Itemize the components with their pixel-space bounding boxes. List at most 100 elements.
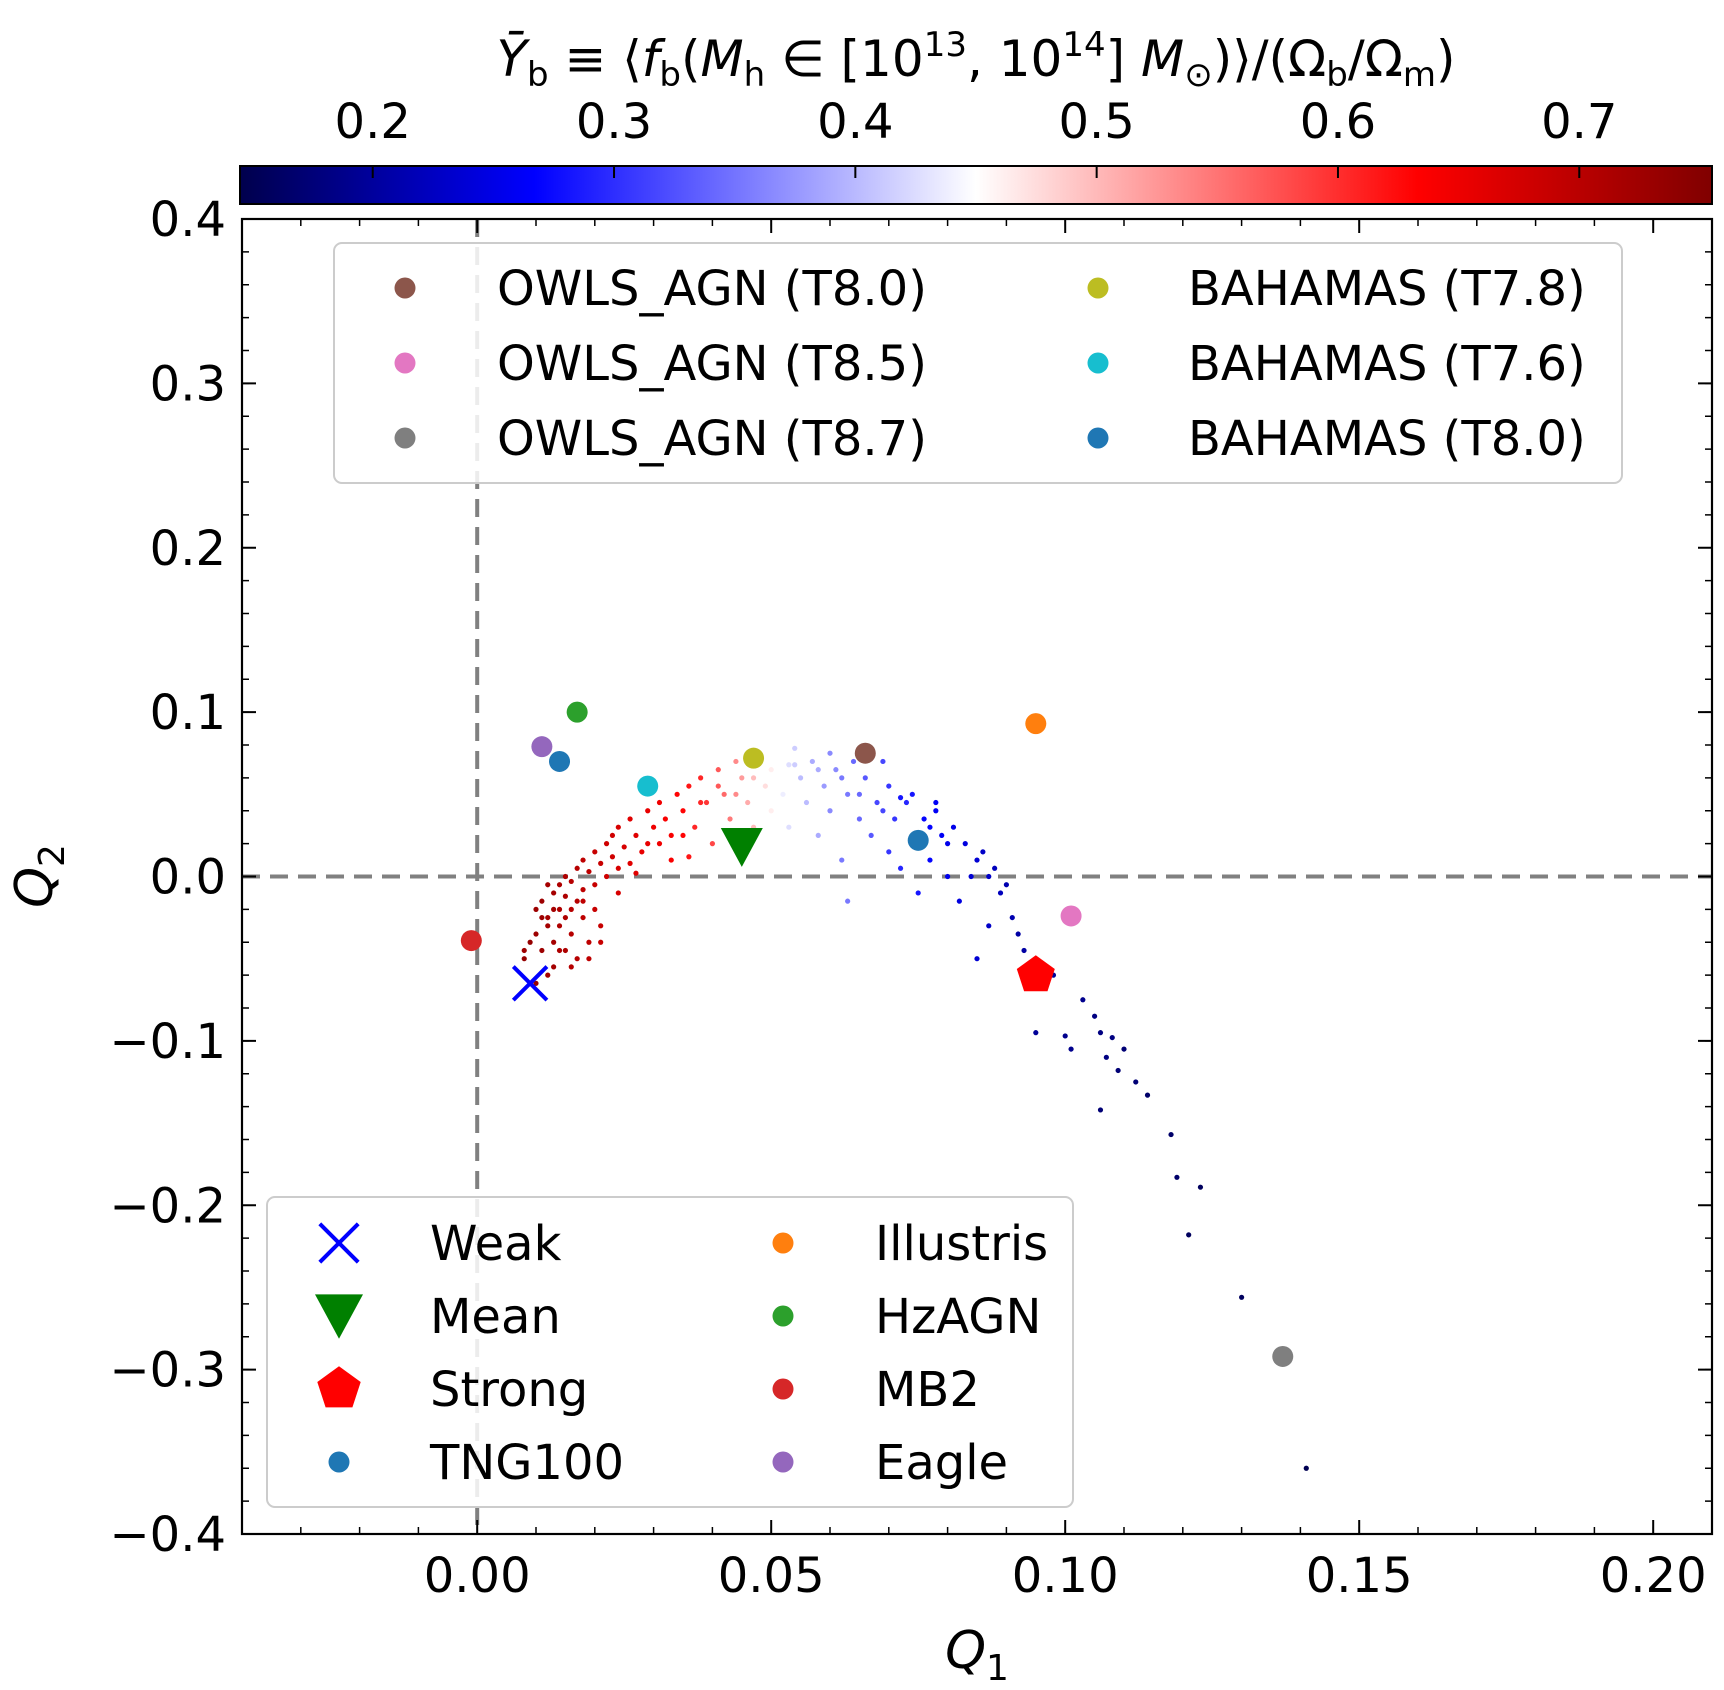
svg-text:Q2: Q2 xyxy=(5,844,73,908)
y-tick-label: 0.0 xyxy=(150,850,226,906)
legend-bottom: Weak Mean Strong TNG100 Illustris HzAGN MB2 Eag… xyxy=(266,1196,1074,1508)
legend-marker-owls-agn-t8-0 xyxy=(394,277,416,299)
sample-point xyxy=(592,906,598,912)
legend-label-tng100: TNG100 xyxy=(429,1435,624,1491)
sample-point xyxy=(856,791,863,797)
legend-entry-bahamas-t7-8: BAHAMAS (T7.8) xyxy=(1087,261,1586,317)
sample-point xyxy=(656,841,663,847)
sample-point xyxy=(903,799,910,806)
sample-point xyxy=(709,841,716,847)
sample-point xyxy=(1121,1046,1127,1052)
sample-point xyxy=(827,808,833,814)
sample-point xyxy=(692,824,698,830)
sample-point xyxy=(521,956,527,962)
sample-point xyxy=(945,841,951,847)
legend-bottom-frame xyxy=(266,1196,1074,1508)
legend-marker-bahamas-t8-0 xyxy=(1087,427,1109,449)
colorbar-tick-label: 0.3 xyxy=(576,94,652,150)
sample-point xyxy=(986,873,992,880)
legend-label-hzagn: HzAGN xyxy=(875,1289,1041,1345)
sample-point xyxy=(927,824,933,830)
sample-point xyxy=(862,775,868,781)
sample-point xyxy=(545,914,551,921)
x-axis-ticks: 0.00 0.05 0.10 0.15 0.20 xyxy=(241,219,1713,1604)
colorbar-tick-label: 0.4 xyxy=(817,94,893,150)
sample-point xyxy=(539,898,545,904)
sample-point xyxy=(715,767,721,773)
sample-point xyxy=(733,791,739,797)
legend-label-mean: Mean xyxy=(430,1289,561,1345)
legend-entry-eagle: Eagle xyxy=(772,1435,1008,1491)
x-tick-label: 0.00 xyxy=(424,1548,531,1604)
sample-point xyxy=(603,873,610,880)
legend-entry-owls-agn-t8-7: OWLS_AGN (T8.7) xyxy=(394,411,927,467)
sample-point xyxy=(609,854,616,860)
marker-weak xyxy=(511,965,549,1002)
sample-point xyxy=(974,857,980,863)
sample-point xyxy=(786,824,792,830)
marker-strong xyxy=(1016,955,1055,992)
legend-label-strong: Strong xyxy=(430,1362,588,1418)
sample-point xyxy=(1303,1465,1309,1471)
sample-point xyxy=(574,898,580,904)
y-tick-label: 0.2 xyxy=(150,521,226,577)
sample-point xyxy=(1092,1013,1098,1019)
legend-entry-bahamas-t7-6: BAHAMAS (T7.6) xyxy=(1087,336,1586,392)
sample-point xyxy=(586,939,592,945)
sample-point xyxy=(768,767,774,773)
legend-label-bahamas-t7-6: BAHAMAS (T7.6) xyxy=(1188,336,1586,392)
sample-point xyxy=(527,939,533,945)
sample-point xyxy=(639,849,645,855)
sample-point xyxy=(1186,1232,1192,1238)
sample-point xyxy=(674,791,680,797)
sample-point xyxy=(615,890,621,896)
sample-point xyxy=(574,865,580,871)
sample-point xyxy=(562,893,569,899)
sample-point xyxy=(815,832,821,839)
sample-points xyxy=(521,745,1309,1471)
y-axis-label: Q2 xyxy=(5,844,73,908)
y-tick-label: 0.1 xyxy=(150,685,226,741)
sample-point xyxy=(562,947,569,954)
sample-point xyxy=(1174,1174,1180,1180)
colorbar-tick-label: 0.2 xyxy=(335,94,411,150)
sample-point xyxy=(1115,1067,1121,1074)
x-axis-label: Q1 xyxy=(945,1621,1009,1689)
marker-mean xyxy=(720,828,763,867)
sample-point xyxy=(874,799,880,806)
sample-point xyxy=(586,956,592,962)
legend-label-mb2: MB2 xyxy=(875,1362,980,1418)
sample-point xyxy=(656,799,663,806)
sample-point xyxy=(1068,1046,1074,1052)
sample-point xyxy=(997,890,1004,896)
sample-point xyxy=(839,775,845,781)
colorbar-label: Ȳb ≡ ⟨fb(Mh ∈ [1013, 1014] M⊙)⟩/(Ωb/Ωm) xyxy=(496,25,1455,95)
colorbar: 0.2 0.3 0.4 0.5 0.6 0.7 Ȳb ≡ ⟨fb(Mh ∈ [1013, … xyxy=(239,25,1713,205)
sample-point xyxy=(745,799,751,806)
legend-entry-hzagn: HzAGN xyxy=(772,1289,1041,1345)
sample-point xyxy=(945,873,951,880)
sample-point xyxy=(1033,1030,1039,1036)
sample-point xyxy=(839,857,845,863)
sample-point xyxy=(551,964,557,970)
sample-point xyxy=(774,750,780,756)
sample-point xyxy=(992,865,998,871)
legend-label-bahamas-t7-8: BAHAMAS (T7.8) xyxy=(1188,261,1586,317)
legend-marker-mean xyxy=(315,1294,363,1339)
colorbar-tick-label: 0.6 xyxy=(1300,94,1376,150)
sample-point xyxy=(956,898,962,904)
legend-marker-tng100 xyxy=(328,1451,350,1473)
sample-point xyxy=(533,931,539,937)
legend-label-illustris: Illustris xyxy=(875,1216,1048,1272)
sample-point xyxy=(556,906,563,912)
colorbar-tick-label: 0.7 xyxy=(1541,94,1617,150)
legend-marker-illustris xyxy=(772,1232,794,1254)
sample-point xyxy=(598,923,604,929)
legend-marker-bahamas-t7-6 xyxy=(1087,352,1109,374)
legend-entry-owls-agn-t8-0: OWLS_AGN (T8.0) xyxy=(394,261,927,317)
sample-point xyxy=(827,750,833,756)
y-tick-label: −0.4 xyxy=(109,1507,226,1563)
sample-point xyxy=(762,783,768,789)
sample-point xyxy=(680,832,686,839)
sample-point xyxy=(939,832,945,839)
